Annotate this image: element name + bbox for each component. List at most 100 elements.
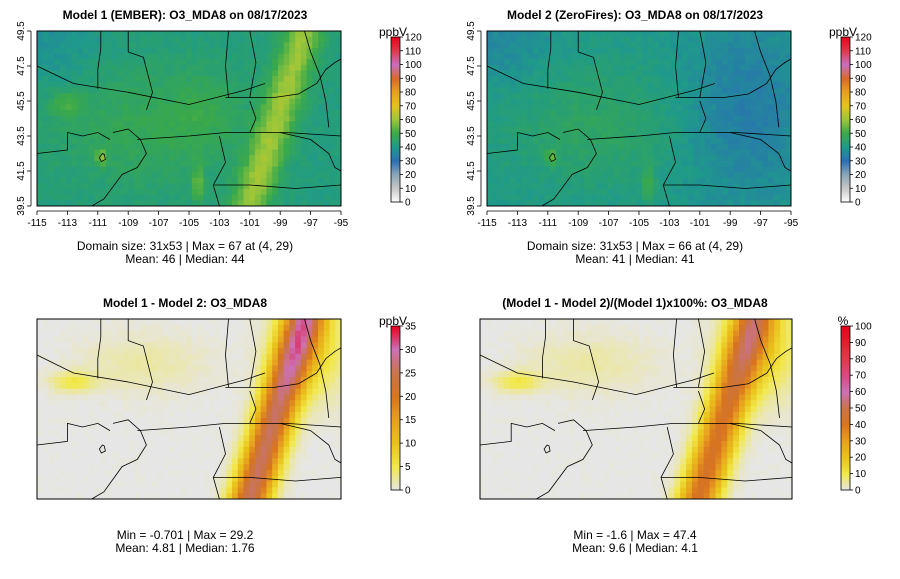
heatmap-cell — [532, 115, 540, 122]
heatmap-cell — [613, 31, 620, 38]
heatmap-cell — [492, 166, 499, 173]
heatmap-cell — [117, 166, 124, 173]
heatmap-cell — [704, 70, 712, 77]
heatmap-cell — [335, 342, 342, 349]
colorbar-tick-label: 110 — [405, 46, 421, 57]
heatmap-cell — [197, 81, 204, 88]
heatmap-cell — [243, 319, 250, 326]
heatmap-cell — [37, 464, 44, 471]
heatmap-cell — [117, 149, 124, 156]
heatmap-cell — [82, 382, 90, 390]
heatmap-cell — [203, 446, 210, 453]
heatmap-cell — [65, 359, 72, 366]
heatmap-cell — [134, 388, 141, 395]
heatmap-cell — [277, 417, 285, 424]
heatmap-cell — [186, 411, 193, 419]
heatmap-cell — [295, 458, 302, 465]
heatmap-cell — [37, 406, 44, 413]
heatmap-cell — [203, 59, 210, 66]
heatmap-cell — [312, 76, 319, 83]
heatmap-cell — [186, 435, 193, 442]
heatmap-cell — [174, 160, 181, 167]
heatmap-cell — [329, 126, 336, 134]
heatmap-cell — [613, 47, 620, 54]
heatmap-cell — [607, 189, 614, 196]
heatmap-cell — [750, 200, 757, 207]
heatmap-cell — [186, 417, 193, 424]
heatmap-cell — [65, 348, 72, 355]
heatmap-cell — [318, 70, 325, 77]
heatmap-cell — [37, 31, 44, 38]
heatmap-cell — [249, 194, 256, 201]
heatmap-cell — [94, 394, 101, 401]
heatmap-cell — [123, 110, 130, 117]
heatmap-cell — [722, 189, 729, 196]
heatmap-cell — [704, 155, 712, 162]
heatmap-cell — [65, 411, 72, 419]
heatmap-cell — [151, 160, 158, 167]
heatmap-cell — [82, 348, 90, 355]
heatmap-cell — [647, 87, 654, 94]
heatmap-cell — [492, 143, 499, 150]
heatmap-cell — [186, 400, 193, 407]
heatmap-cell — [727, 155, 735, 162]
heatmap-cell — [544, 138, 551, 145]
heatmap-cell — [94, 446, 101, 453]
heatmap-cell — [105, 377, 112, 384]
heatmap-cell — [578, 64, 585, 71]
heatmap-cell — [762, 177, 769, 184]
stats-line-1: Domain size: 31x53 | Max = 66 at (4, 29) — [527, 239, 743, 253]
heatmap-cell — [191, 121, 199, 128]
heatmap-cell — [197, 371, 204, 378]
heatmap-cell — [180, 411, 187, 419]
heatmap-cell — [607, 115, 614, 122]
heatmap-cell — [272, 394, 279, 401]
colorbar-swatch — [841, 169, 850, 172]
colorbar-swatch — [391, 136, 400, 139]
heatmap-cell — [117, 406, 124, 413]
heatmap-cell — [105, 104, 112, 111]
heatmap-cell — [145, 87, 153, 94]
heatmap-cell — [220, 98, 227, 105]
heatmap-cell — [532, 160, 540, 167]
heatmap-cell — [111, 76, 118, 83]
heatmap-cell — [613, 160, 620, 167]
heatmap-cell — [722, 166, 729, 173]
heatmap-cell — [527, 42, 534, 49]
heatmap-cell — [123, 348, 130, 355]
heatmap-cell — [733, 31, 740, 38]
heatmap-cell — [260, 319, 267, 326]
heatmap-cell — [768, 143, 775, 150]
heatmap-cell — [277, 143, 285, 150]
heatmap-cell — [105, 429, 112, 436]
heatmap-cell — [249, 319, 256, 326]
heatmap-cell — [54, 464, 61, 471]
heatmap-cell — [82, 64, 90, 71]
heatmap-cell — [601, 70, 608, 77]
heatmap-cell — [42, 330, 49, 337]
heatmap-cell — [209, 200, 216, 207]
heatmap-cell — [260, 388, 267, 395]
heatmap-cell — [277, 400, 285, 407]
heatmap-cell — [779, 76, 786, 83]
heatmap-cell — [550, 53, 557, 60]
heatmap-cell — [134, 446, 141, 453]
heatmap-cell — [249, 76, 256, 83]
heatmap-cell — [123, 87, 130, 94]
heatmap-cell — [693, 98, 700, 105]
heatmap-cell — [243, 31, 250, 38]
colorbar-swatch — [841, 47, 850, 50]
state-boundary — [249, 30, 257, 98]
heatmap-cell — [140, 70, 147, 77]
heatmap-cell — [203, 359, 210, 366]
heatmap-cell — [180, 64, 187, 71]
heatmap-cell — [180, 143, 187, 150]
heatmap-cell — [699, 64, 706, 71]
colorbar-swatch — [391, 146, 400, 149]
heatmap-cell — [750, 194, 757, 201]
heatmap-cell — [659, 110, 666, 117]
heatmap-cell — [105, 59, 112, 66]
colorbar-swatch — [391, 177, 400, 180]
heatmap-cell — [42, 31, 49, 38]
heatmap-cell — [733, 59, 740, 66]
